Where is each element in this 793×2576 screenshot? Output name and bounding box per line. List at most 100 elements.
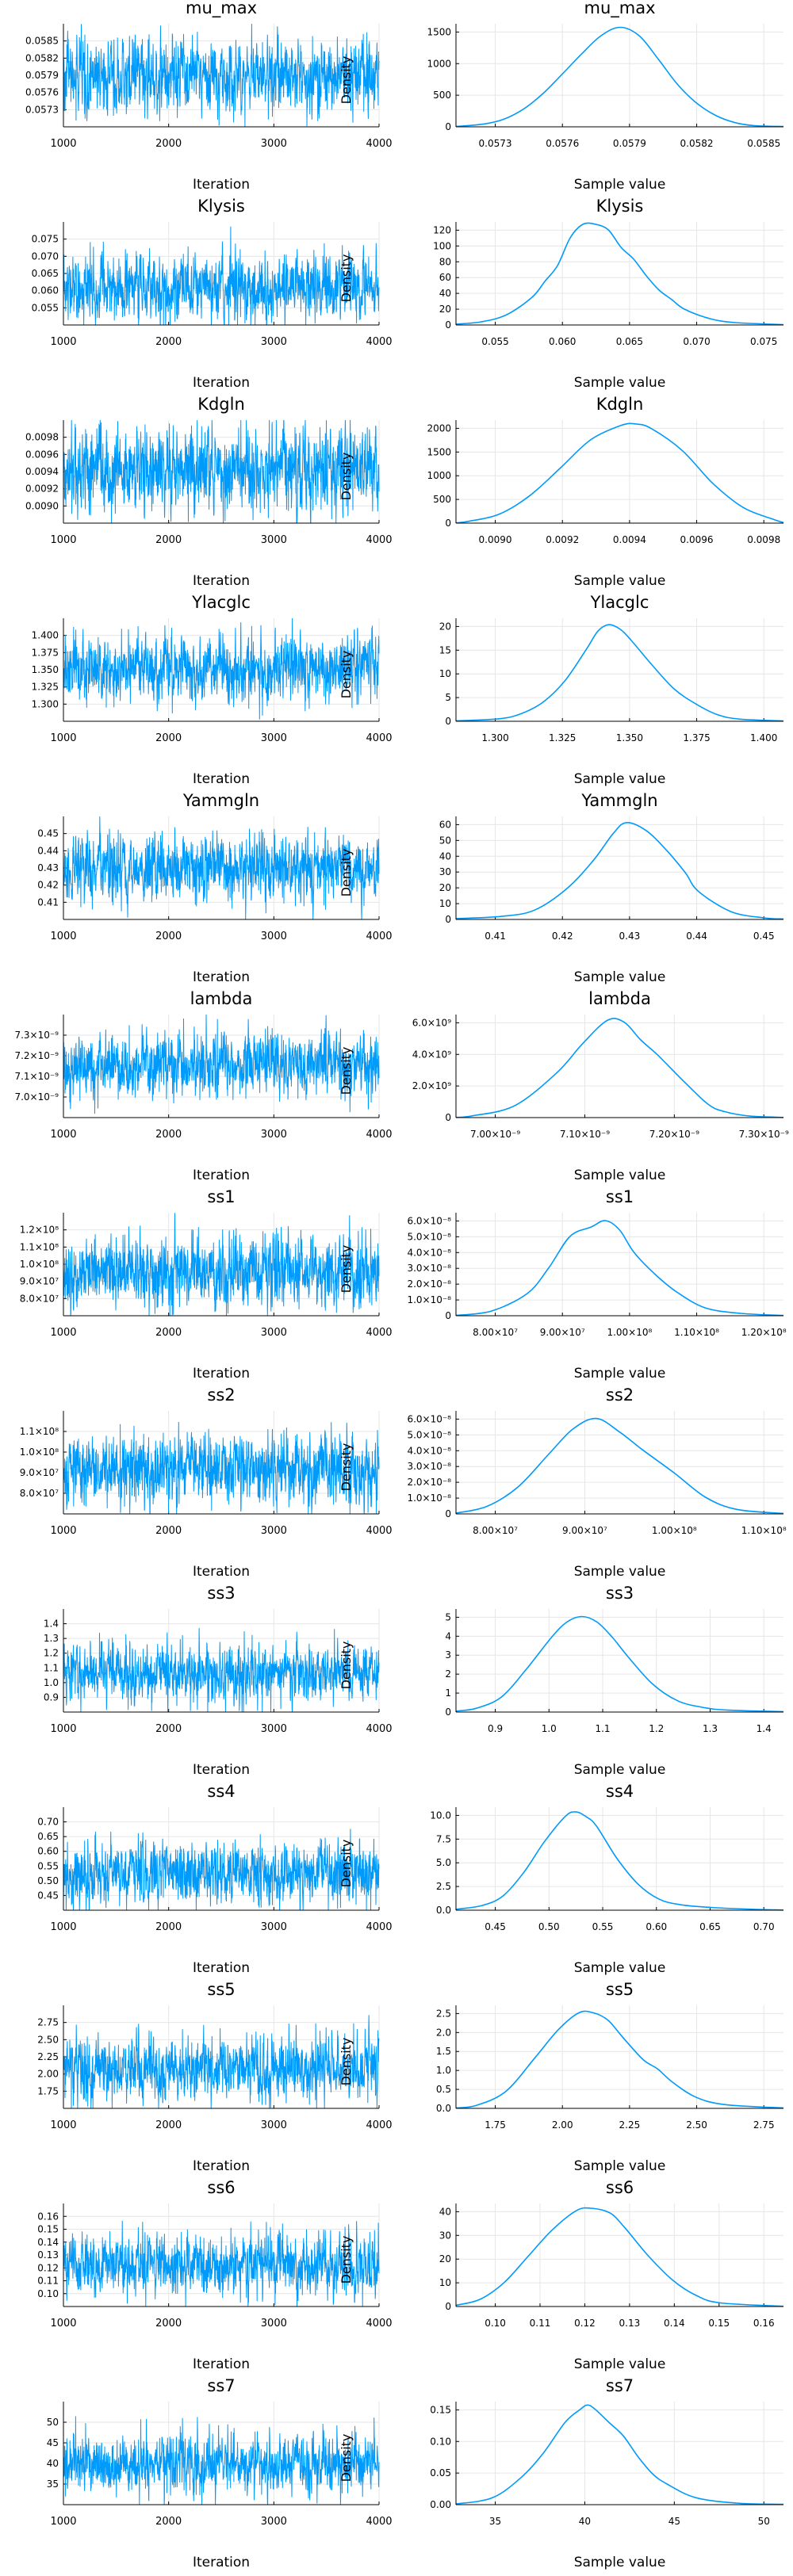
trace-xtick-label: 3000 <box>261 2119 287 2131</box>
density-ytick-label: 30 <box>439 866 451 877</box>
density-xlabel: Sample value <box>574 177 666 193</box>
density-title: ss5 <box>606 1980 634 1999</box>
density-xtick-label: 0.0582 <box>680 138 714 149</box>
density-title: Yammgln <box>580 791 657 810</box>
density-ylabel: Density <box>339 1642 354 1690</box>
trace-ytick-label: 1.4 <box>44 1619 59 1630</box>
trace-ytick-label: 50 <box>47 2417 59 2428</box>
density-ytick-label: 5.0×10⁻⁸ <box>407 1429 451 1440</box>
trace-ytick-label: 0.0096 <box>25 449 59 460</box>
trace-title: Ylacglc <box>191 593 251 612</box>
trace-ytick-label: 2.25 <box>37 2051 59 2062</box>
density-xlabel: Sample value <box>574 1168 666 1183</box>
density-ytick-label: 40 <box>439 2206 451 2217</box>
density-ytick-label: 4.0×10⁻⁸ <box>407 1247 451 1258</box>
trace-xlabel: Iteration <box>193 375 250 391</box>
density-ytick-label: 0.05 <box>430 2467 451 2479</box>
density-ytick-label: 0 <box>445 914 451 925</box>
density-curve <box>455 1615 784 1713</box>
density-ytick-label: 50 <box>439 835 451 846</box>
density-ytick-label: 2.0×10⁻⁸ <box>407 1477 451 1488</box>
density-curve <box>455 1811 784 1911</box>
density-ytick-label: 0.00 <box>430 2499 451 2510</box>
trace-title: lambda <box>190 989 253 1008</box>
trace-title: Kdgln <box>197 395 245 414</box>
density-xtick-label: 0.0092 <box>546 534 579 545</box>
trace-ytick-label: 0.0576 <box>25 87 59 98</box>
trace-series-line <box>63 1627 380 1713</box>
density-xtick-label: 0.0573 <box>479 138 512 149</box>
density-panel-ss6: ss6 0 10 20 30 40 0.10 0.11 0.12 0.13 0.14 0.15 0.16… <box>339 2178 784 2372</box>
density-curve <box>455 624 784 722</box>
density-xtick-label: 50 <box>758 2516 770 2527</box>
trace-panel-ss2: ss2 1000 2000 3000 4000 8.0×10⁷ 9.0×10⁷ 1.0×10⁸… <box>20 1385 393 1580</box>
trace-xtick-label: 1000 <box>50 1327 76 1339</box>
trace-xlabel: Iteration <box>193 1762 250 1778</box>
trace-ytick-label: 0.055 <box>32 302 59 313</box>
density-xtick-label: 0.0090 <box>479 534 512 545</box>
trace-xtick-label: 4000 <box>366 1129 392 1141</box>
density-xtick-label: 0.16 <box>753 2318 775 2329</box>
trace-xtick-label: 3000 <box>261 732 287 744</box>
density-ylabel: Density <box>339 2434 354 2482</box>
trace-ytick-label: 0.65 <box>37 1831 59 1842</box>
density-ytick-label: 1000 <box>427 470 451 481</box>
trace-ytick-label: 0.55 <box>37 1860 59 1871</box>
density-xtick-label: 45 <box>668 2516 680 2527</box>
trace-panel-ss3: ss3 1000 2000 3000 4000 0.9 1.0 1.1 1.2 1.3 1.4 Ite… <box>44 1584 393 1778</box>
density-curve <box>455 822 784 920</box>
density-ytick-label: 40 <box>439 288 451 299</box>
trace-xtick-label: 4000 <box>366 2516 392 2528</box>
trace-ytick-label: 0.065 <box>32 268 59 279</box>
trace-xtick-label: 1000 <box>50 336 76 348</box>
density-panel-ss4: ss4 0.0 2.5 5.0 7.5 10.0 0.45 0.50 0.55 0.60 0.65 0… <box>339 1782 784 1976</box>
density-xlabel: Sample value <box>574 1564 666 1580</box>
trace-ytick-label: 0.13 <box>37 2249 59 2261</box>
trace-xtick-label: 3000 <box>261 336 287 348</box>
trace-xtick-label: 1000 <box>50 931 76 942</box>
density-ytick-label: 2.0×10⁹ <box>412 1080 451 1091</box>
density-xlabel: Sample value <box>574 1762 666 1778</box>
density-panel-ss5: ss5 0.0 0.5 1.0 1.5 2.0 2.5 1.75 2.00 2.25 2.50 2.7… <box>339 1980 784 2174</box>
density-ytick-label: 10 <box>439 898 451 909</box>
density-ytick-label: 0.5 <box>436 2084 451 2095</box>
trace-ytick-label: 8.0×10⁷ <box>20 1488 59 1499</box>
density-ytick-label: 7.5 <box>436 1833 451 1844</box>
density-xlabel: Sample value <box>574 2356 666 2372</box>
density-ytick-label: 0 <box>445 518 451 529</box>
density-title: lambda <box>588 989 651 1008</box>
density-xtick-label: 1.3 <box>703 1723 718 1734</box>
density-xtick-label: 0.075 <box>750 336 777 347</box>
trace-ytick-label: 0.41 <box>37 896 59 908</box>
density-xlabel: Sample value <box>574 1366 666 1382</box>
density-ytick-label: 2000 <box>427 422 451 434</box>
trace-ytick-label: 0.16 <box>37 2211 59 2222</box>
trace-ytick-label: 0.15 <box>37 2224 59 2235</box>
density-xtick-label: 0.0585 <box>747 138 780 149</box>
trace-ytick-label: 0.12 <box>37 2262 59 2273</box>
density-xtick-label: 0.065 <box>616 336 643 347</box>
density-xtick-label: 7.30×10⁻⁹ <box>739 1129 789 1140</box>
trace-xlabel: Iteration <box>193 1168 250 1183</box>
density-xtick-label: 0.45 <box>753 931 775 942</box>
trace-ytick-label: 0.50 <box>37 1875 59 1886</box>
trace-title: ss3 <box>207 1584 235 1603</box>
trace-xtick-label: 3000 <box>261 1723 287 1735</box>
trace-xtick-label: 2000 <box>155 2318 182 2329</box>
trace-ytick-label: 1.0×10⁸ <box>20 1447 59 1458</box>
trace-xtick-label: 3000 <box>261 1327 287 1339</box>
density-panel-ss1: ss1 0 1.0×10⁻⁸ 2.0×10⁻⁸ 3.0×10⁻⁸ 4.0×10⁻⁸ 5.0×… <box>339 1187 787 1382</box>
density-ytick-label: 0 <box>445 1112 451 1123</box>
density-xtick-label: 1.2 <box>649 1723 664 1734</box>
density-panel-Yammgln: Yammgln 0 10 20 30 40 50 60 0.41 0.42 0.43 0.44 0.45… <box>339 791 784 985</box>
trace-title: ss4 <box>207 1782 235 1801</box>
trace-xtick-label: 4000 <box>366 534 392 546</box>
trace-xtick-label: 4000 <box>366 2119 392 2131</box>
trace-ytick-label: 1.1×10⁸ <box>20 1426 59 1437</box>
density-xtick-label: 0.11 <box>530 2318 551 2329</box>
trace-xlabel: Iteration <box>193 969 250 985</box>
density-xtick-label: 0.65 <box>699 1921 721 1932</box>
density-ytick-label: 20 <box>439 882 451 893</box>
density-xtick-label: 0.9 <box>488 1723 503 1734</box>
density-ytick-label: 15 <box>439 644 451 655</box>
